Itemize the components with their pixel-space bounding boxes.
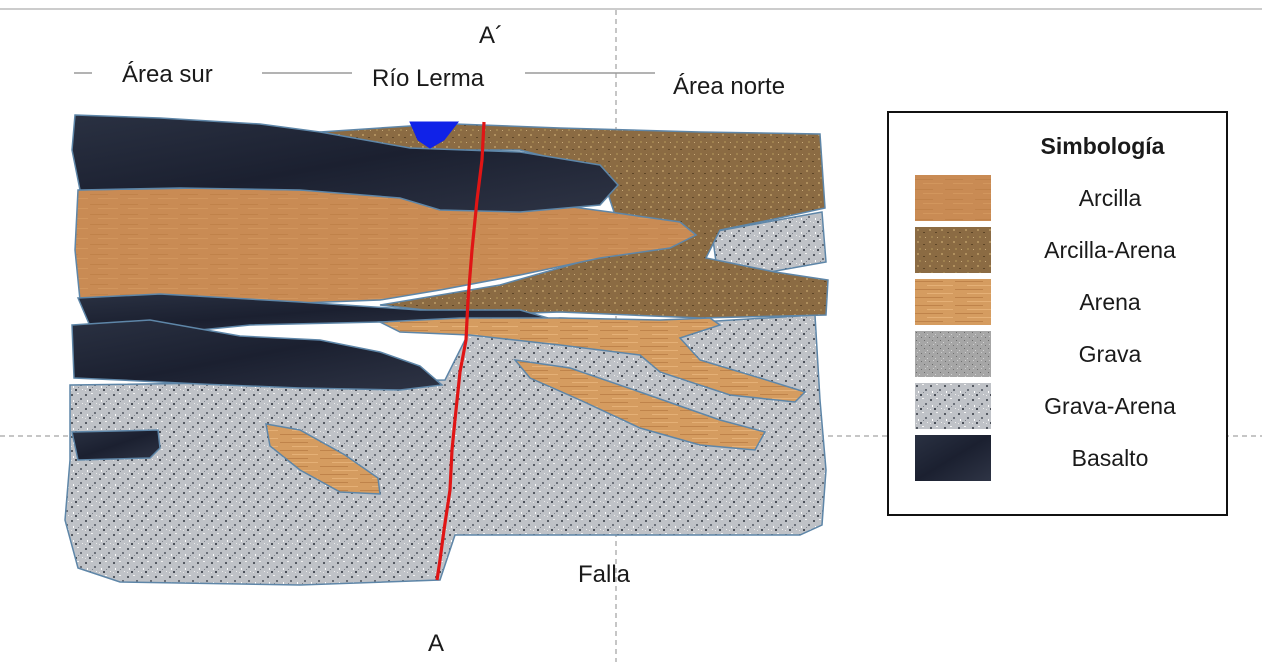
legend-item-basalto: Basalto bbox=[915, 435, 1215, 481]
legend-title: Simbología bbox=[1040, 133, 1165, 159]
falla-label: Falla bbox=[578, 561, 631, 588]
legend-label: Arena bbox=[1079, 289, 1141, 315]
legend-item-grava-arena: Grava-Arena bbox=[915, 383, 1215, 429]
layer-arena-lens bbox=[513, 358, 767, 451]
layer-basalto-top bbox=[71, 114, 620, 213]
legend-label: Arcilla-Arena bbox=[1044, 237, 1176, 263]
legend-label: Basalto bbox=[1071, 445, 1149, 471]
legend-label: Arcilla bbox=[1078, 185, 1142, 211]
arcilla-swatch bbox=[915, 175, 991, 221]
legend-item-arcilla-arena: Arcilla-Arena bbox=[915, 227, 1215, 273]
area-norte-label: Área norte bbox=[673, 73, 786, 100]
section-end-label-a: A bbox=[428, 630, 445, 657]
legend-item-arena: Arena bbox=[915, 279, 1215, 325]
grava-arena-swatch bbox=[915, 383, 991, 429]
arena-swatch bbox=[915, 279, 991, 325]
arcilla-arena-swatch bbox=[915, 227, 991, 273]
rio-lerma-label: Río Lerma bbox=[372, 65, 485, 92]
geologic-section bbox=[64, 114, 829, 586]
area-sur-label: Área sur bbox=[122, 61, 213, 88]
layer-basalto-lower bbox=[71, 429, 161, 461]
basalto-swatch bbox=[915, 435, 991, 481]
layer-arena-lens bbox=[265, 423, 381, 495]
legend-item-grava: Grava bbox=[915, 331, 1215, 377]
legend-label: Grava bbox=[1078, 341, 1142, 367]
layer-basalto-middle bbox=[71, 319, 444, 391]
section-end-label-a-prime: A´ bbox=[479, 22, 503, 49]
river-channel bbox=[409, 121, 460, 149]
fault-line bbox=[435, 121, 486, 581]
layer-grava-arena-right bbox=[711, 211, 827, 273]
layer-arcilla-arena bbox=[319, 123, 829, 319]
legend-label: Grava-Arena bbox=[1044, 393, 1176, 419]
layer-arena-lens bbox=[377, 317, 807, 403]
legend: Simbología Arcilla Arcilla-Arena Arena G… bbox=[887, 111, 1228, 516]
grava-swatch bbox=[915, 331, 991, 377]
legend-item-arcilla: Arcilla bbox=[915, 175, 1215, 221]
